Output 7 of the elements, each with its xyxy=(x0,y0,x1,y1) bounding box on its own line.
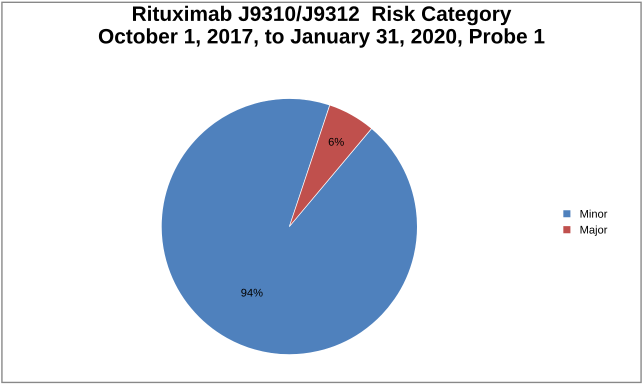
legend-label: Minor xyxy=(580,210,608,218)
legend-label: Major xyxy=(580,226,608,236)
pie-slice xyxy=(161,98,418,355)
data-label: 94% xyxy=(241,288,263,297)
pie-slice xyxy=(289,104,372,227)
data-label: 6% xyxy=(328,138,344,146)
chart-title: Rituximab J9310/J9312 Risk Category October 1, 2017, to January 31, 2020, Probe 1 xyxy=(98,6,544,48)
